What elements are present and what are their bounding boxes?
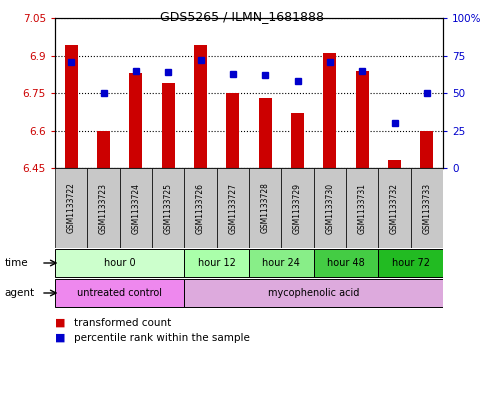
- FancyBboxPatch shape: [378, 168, 411, 248]
- FancyBboxPatch shape: [185, 168, 217, 248]
- Text: GDS5265 / ILMN_1681888: GDS5265 / ILMN_1681888: [159, 10, 324, 23]
- Bar: [227, 93, 239, 168]
- Text: GSM1133722: GSM1133722: [67, 183, 76, 233]
- FancyBboxPatch shape: [411, 168, 443, 248]
- Text: GSM1133727: GSM1133727: [228, 182, 237, 233]
- Bar: [194, 46, 207, 168]
- FancyBboxPatch shape: [346, 168, 378, 248]
- Text: hour 24: hour 24: [262, 258, 300, 268]
- FancyBboxPatch shape: [55, 168, 87, 248]
- FancyBboxPatch shape: [55, 279, 185, 307]
- Text: agent: agent: [5, 288, 35, 298]
- FancyBboxPatch shape: [313, 249, 378, 277]
- Text: time: time: [5, 258, 28, 268]
- Bar: [162, 83, 175, 168]
- FancyBboxPatch shape: [152, 168, 185, 248]
- FancyBboxPatch shape: [87, 168, 120, 248]
- FancyBboxPatch shape: [378, 249, 443, 277]
- Text: mycophenolic acid: mycophenolic acid: [268, 288, 359, 298]
- Text: GSM1133730: GSM1133730: [326, 182, 334, 233]
- Bar: [291, 113, 304, 168]
- Bar: [388, 160, 401, 168]
- Bar: [420, 130, 433, 168]
- Text: hour 48: hour 48: [327, 258, 365, 268]
- Text: GSM1133724: GSM1133724: [131, 182, 141, 233]
- Text: hour 72: hour 72: [392, 258, 430, 268]
- Text: GSM1133733: GSM1133733: [422, 182, 431, 233]
- Text: ■: ■: [55, 333, 66, 343]
- Text: untreated control: untreated control: [77, 288, 162, 298]
- Text: GSM1133725: GSM1133725: [164, 182, 172, 233]
- FancyBboxPatch shape: [313, 168, 346, 248]
- Text: GSM1133731: GSM1133731: [358, 182, 367, 233]
- FancyBboxPatch shape: [249, 168, 281, 248]
- Bar: [129, 73, 142, 168]
- Text: hour 12: hour 12: [198, 258, 236, 268]
- Text: GSM1133728: GSM1133728: [261, 183, 270, 233]
- Text: hour 0: hour 0: [104, 258, 135, 268]
- Text: GSM1133723: GSM1133723: [99, 182, 108, 233]
- FancyBboxPatch shape: [185, 279, 443, 307]
- Text: GSM1133729: GSM1133729: [293, 182, 302, 233]
- Bar: [355, 70, 369, 168]
- FancyBboxPatch shape: [217, 168, 249, 248]
- FancyBboxPatch shape: [281, 168, 313, 248]
- Bar: [323, 53, 336, 168]
- FancyBboxPatch shape: [249, 249, 313, 277]
- FancyBboxPatch shape: [55, 249, 185, 277]
- Text: transformed count: transformed count: [74, 318, 171, 328]
- Bar: [259, 98, 271, 168]
- Text: GSM1133726: GSM1133726: [196, 182, 205, 233]
- Bar: [97, 130, 110, 168]
- Bar: [65, 46, 78, 168]
- Text: ■: ■: [55, 318, 66, 328]
- FancyBboxPatch shape: [120, 168, 152, 248]
- Text: percentile rank within the sample: percentile rank within the sample: [74, 333, 250, 343]
- FancyBboxPatch shape: [185, 249, 249, 277]
- Text: GSM1133732: GSM1133732: [390, 182, 399, 233]
